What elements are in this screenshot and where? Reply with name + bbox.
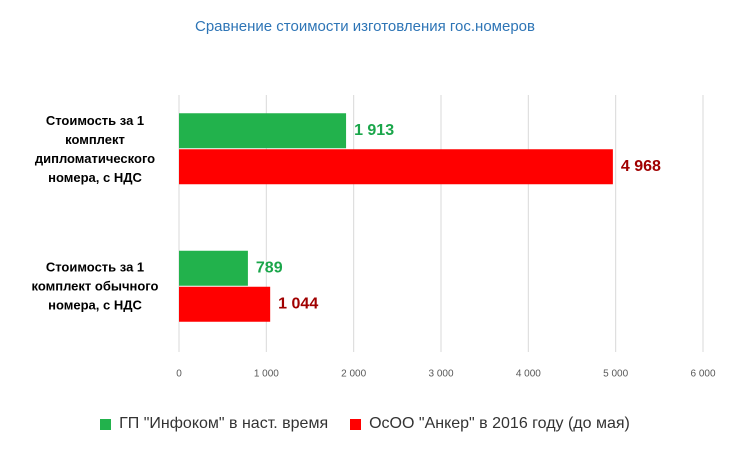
legend-item: ОсОО "Анкер" в 2016 году (до мая) bbox=[350, 415, 630, 433]
legend-swatch bbox=[100, 418, 112, 430]
y-tick-label: Стоимость за 1 комплект обычного номера,… bbox=[31, 259, 159, 313]
legend: ГП "Инфоком" в наст. время ОсОО "Анкер" в… bbox=[0, 415, 730, 433]
x-tick-label: 3 000 bbox=[428, 369, 453, 380]
x-tick-label: 0 bbox=[176, 369, 182, 380]
legend-item: ГП "Инфоком" в наст. время bbox=[100, 415, 328, 433]
legend-label: ОсОО "Анкер" в 2016 году (до мая) bbox=[369, 415, 630, 432]
x-tick-label: 1 000 bbox=[254, 369, 279, 380]
bar bbox=[179, 250, 248, 286]
value-label: 1 913 bbox=[354, 122, 394, 139]
chart-title: Сравнение стоимости изготовления гос.ном… bbox=[195, 18, 535, 35]
x-tick-label: 4 000 bbox=[516, 369, 541, 380]
x-tick-label: 5 000 bbox=[603, 369, 628, 380]
x-tick-label: 2 000 bbox=[341, 369, 366, 380]
bar bbox=[179, 149, 613, 185]
legend-label: ГП "Инфоком" в наст. время bbox=[119, 415, 329, 432]
value-label: 789 bbox=[256, 259, 283, 276]
x-tick-label: 6 000 bbox=[690, 369, 715, 380]
legend-swatch bbox=[350, 418, 362, 430]
bar bbox=[179, 286, 271, 322]
bar bbox=[179, 113, 347, 149]
y-tick-label: Стоимость за 1 комплект дипломатического… bbox=[34, 112, 156, 185]
value-label: 1 044 bbox=[278, 295, 318, 312]
value-label: 4 968 bbox=[621, 158, 661, 175]
